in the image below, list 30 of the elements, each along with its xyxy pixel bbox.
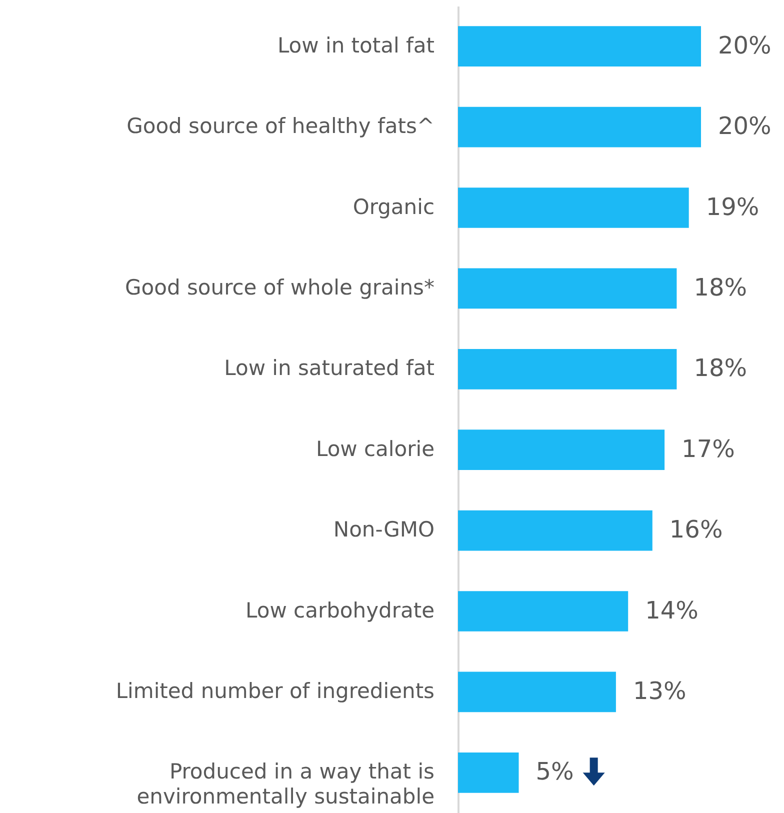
y-tick-label: Organic	[352, 194, 434, 219]
data-label: 18%	[694, 354, 748, 382]
data-label: 20%	[718, 31, 772, 60]
y-tick-label: Low calorie	[316, 436, 434, 461]
data-label: 17%	[682, 434, 735, 463]
y-tick-label: Good source of whole grains*	[125, 275, 434, 300]
data-label: 5%	[536, 758, 574, 786]
bar	[458, 188, 689, 228]
y-tick-label: Limited number of ingredients	[116, 678, 434, 703]
bar	[458, 752, 519, 793]
bar	[458, 106, 701, 148]
bar	[458, 268, 677, 309]
bar	[458, 430, 665, 470]
data-label: 16%	[669, 516, 723, 544]
data-label: 19%	[706, 192, 760, 221]
y-tick-label: Non-GMO	[333, 518, 434, 542]
y-tick-label: Low carbohydrate	[246, 598, 434, 622]
y-tick-label: Produced in a way that is environmentally sustainable	[136, 760, 434, 809]
y-tick-label: Low in total fat	[277, 33, 434, 58]
data-label: 13%	[632, 676, 686, 705]
bar	[458, 510, 652, 551]
data-label: 18%	[694, 273, 748, 302]
bar	[458, 591, 628, 632]
data-label: 14%	[645, 596, 698, 624]
y-tick-label: Low in saturated fat	[224, 356, 434, 380]
bar	[458, 348, 677, 390]
bar	[458, 26, 701, 67]
data-label: 20%	[718, 112, 772, 140]
y-tick-label: Good source of healthy fats^	[126, 114, 434, 138]
bar	[458, 672, 616, 712]
